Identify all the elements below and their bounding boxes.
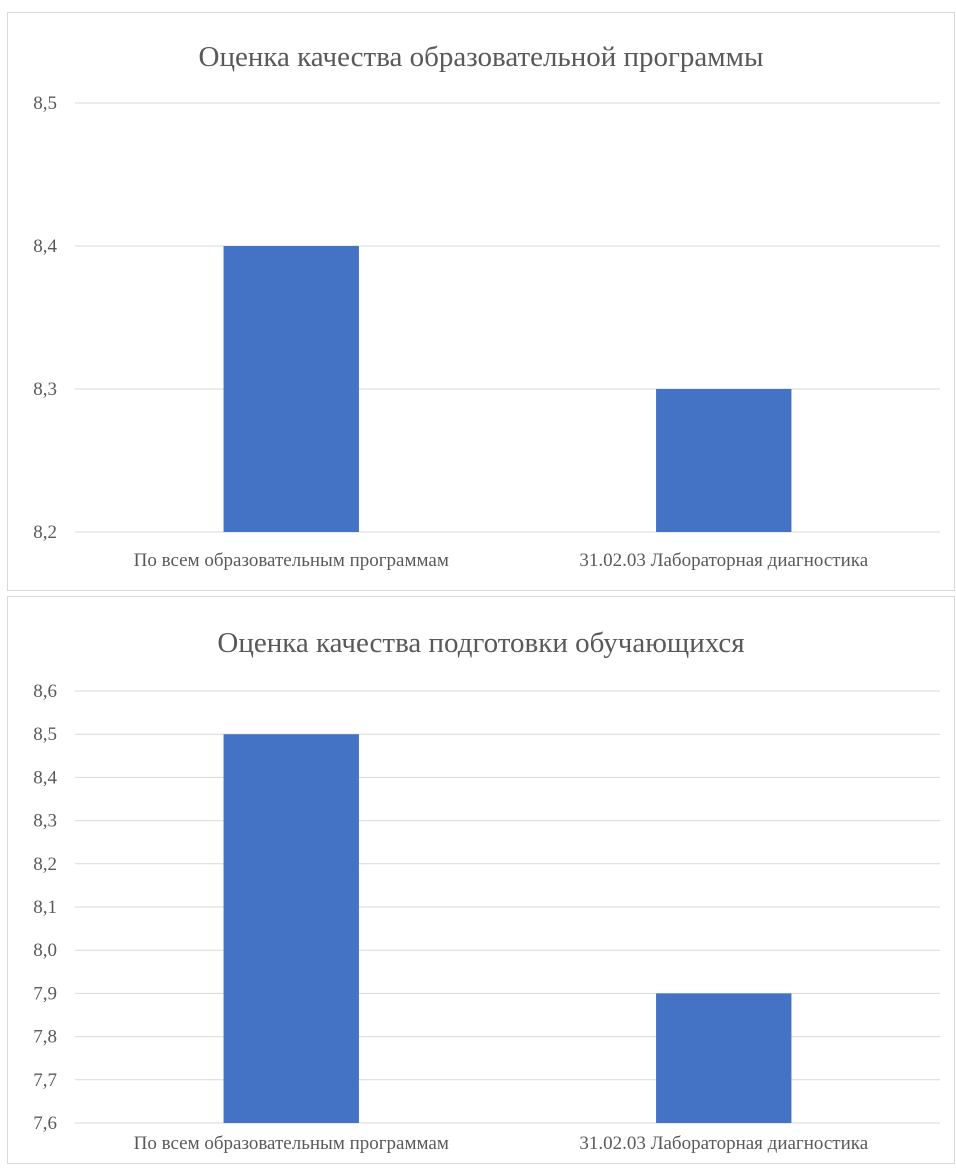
y-tick-label: 7,9	[33, 983, 57, 1004]
bar	[223, 246, 359, 532]
chart-title: Оценка качества подготовки обучающихся	[217, 627, 745, 659]
y-tick-label: 8,3	[33, 379, 57, 400]
bar	[223, 734, 359, 1123]
y-tick-label: 8,3	[33, 811, 57, 832]
x-category-label: По всем образовательным программам	[134, 550, 449, 571]
y-tick-label: 8,5	[33, 724, 57, 745]
bar	[656, 993, 792, 1123]
bar	[656, 389, 792, 532]
y-tick-label: 7,6	[33, 1113, 57, 1134]
y-tick-label: 8,4	[33, 236, 57, 257]
x-category-label: 31.02.03 Лабораторная диагностика	[579, 1133, 868, 1154]
y-tick-label: 8,0	[33, 940, 57, 961]
chart-panel-student-training: Оценка качества подготовки обучающихся 7…	[7, 596, 955, 1164]
chart-title: Оценка качества образовательной программ…	[198, 41, 764, 73]
y-tick-label: 8,2	[33, 854, 57, 875]
bar-chart-program-quality: 8,2 8,3 8,4 8,5 По всем образовательным прог…	[33, 93, 940, 571]
y-tick-label: 7,7	[33, 1070, 57, 1091]
y-tick-label: 7,8	[33, 1027, 57, 1048]
y-tick-label: 8,2	[33, 522, 57, 543]
y-tick-label: 8,1	[33, 897, 57, 918]
y-tick-label: 8,5	[33, 93, 57, 114]
x-category-label: 31.02.03 Лабораторная диагностика	[579, 550, 868, 571]
chart-panel-program-quality: Оценка качества образовательной программ…	[7, 12, 955, 591]
bar-chart-student-training: 7,6 7,7 7,8 7,9 8,0 8,1 8,2 8,3 8,4 8,5 8,6 По всем…	[33, 681, 940, 1154]
y-tick-label: 8,4	[33, 767, 57, 788]
x-category-label: По всем образовательным программам	[134, 1133, 449, 1154]
y-tick-label: 8,6	[33, 681, 57, 702]
